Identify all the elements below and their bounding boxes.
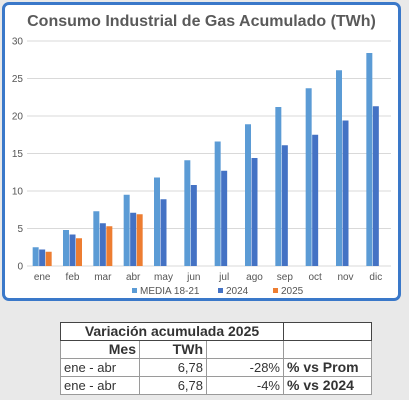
bar	[281, 145, 288, 266]
x-tick-label: ene	[34, 272, 51, 283]
bar	[32, 247, 39, 266]
header-ref	[283, 340, 372, 359]
bar	[93, 211, 100, 266]
legend-swatch	[132, 288, 137, 293]
x-tick-label: oct	[308, 272, 322, 283]
bar	[106, 226, 113, 266]
legend-swatch	[218, 288, 223, 293]
legend-label: 2025	[281, 286, 304, 297]
bar	[372, 106, 379, 266]
table-title: Variación acumulada 2025	[60, 322, 284, 341]
y-tick-label: 5	[17, 224, 23, 235]
x-tick-label: sep	[277, 272, 294, 283]
row-pct: -4%	[206, 376, 284, 395]
y-tick-label: 25	[12, 74, 24, 85]
table-row: ene - abr 6,78 -4% % vs 2024	[60, 376, 372, 395]
y-tick-label: 0	[17, 262, 23, 273]
bar	[312, 134, 319, 266]
y-tick-label: 20	[12, 112, 24, 123]
header-mes: Mes	[60, 340, 140, 359]
bar	[160, 199, 167, 266]
row-mes: ene - abr	[60, 358, 140, 377]
bar	[305, 88, 312, 266]
bar	[336, 70, 342, 266]
bar	[45, 251, 52, 266]
x-tick-label: mar	[94, 272, 112, 283]
legend-label: 2024	[226, 286, 249, 297]
bar	[214, 141, 221, 266]
header-pct	[206, 340, 284, 359]
table-title-spacer	[283, 322, 372, 341]
row-mes: ene - abr	[60, 376, 140, 395]
x-tick-label: feb	[66, 272, 80, 283]
bar	[123, 194, 130, 266]
x-tick-label: jul	[218, 272, 229, 283]
x-tick-label: nov	[337, 272, 353, 283]
bar	[366, 53, 373, 266]
table-header-row: Mes TWh	[60, 340, 372, 359]
y-tick-label: 30	[12, 37, 24, 48]
bar	[154, 177, 160, 266]
bar	[342, 120, 349, 266]
bar	[63, 230, 69, 266]
row-pct: -28%	[206, 358, 284, 377]
bar	[275, 107, 282, 266]
variation-table: Variación acumulada 2025 Mes TWh ene - a…	[60, 322, 372, 395]
x-tick-label: jun	[186, 272, 200, 283]
bar	[251, 158, 258, 266]
chart-frame: Consumo Industrial de Gas Acumulado (TWh…	[2, 2, 401, 301]
header-twh: TWh	[139, 340, 207, 359]
bar	[136, 214, 143, 266]
bar	[130, 212, 137, 266]
x-tick-label: abr	[126, 272, 141, 283]
y-tick-label: 15	[12, 149, 24, 160]
legend-label: MEDIA 18-21	[140, 286, 200, 297]
row-ref: % vs 2024	[283, 376, 372, 395]
x-tick-label: may	[154, 272, 173, 283]
x-tick-label: dic	[369, 272, 382, 283]
bar	[69, 234, 76, 266]
bar	[221, 170, 228, 266]
row-ref: % vs Prom	[283, 358, 372, 377]
table-title-row: Variación acumulada 2025	[60, 322, 372, 341]
x-tick-label: ago	[246, 272, 263, 283]
row-twh: 6,78	[139, 376, 207, 395]
bar	[245, 124, 251, 266]
table-row: ene - abr 6,78 -28% % vs Prom	[60, 358, 372, 377]
bar	[99, 223, 106, 266]
bar	[39, 249, 46, 266]
row-twh: 6,78	[139, 358, 207, 377]
y-tick-label: 10	[12, 187, 24, 198]
bar	[184, 160, 191, 266]
bar	[190, 185, 197, 266]
bar	[76, 238, 82, 266]
legend-swatch	[273, 288, 278, 293]
chart-title: Consumo Industrial de Gas Acumulado (TWh…	[27, 13, 376, 30]
